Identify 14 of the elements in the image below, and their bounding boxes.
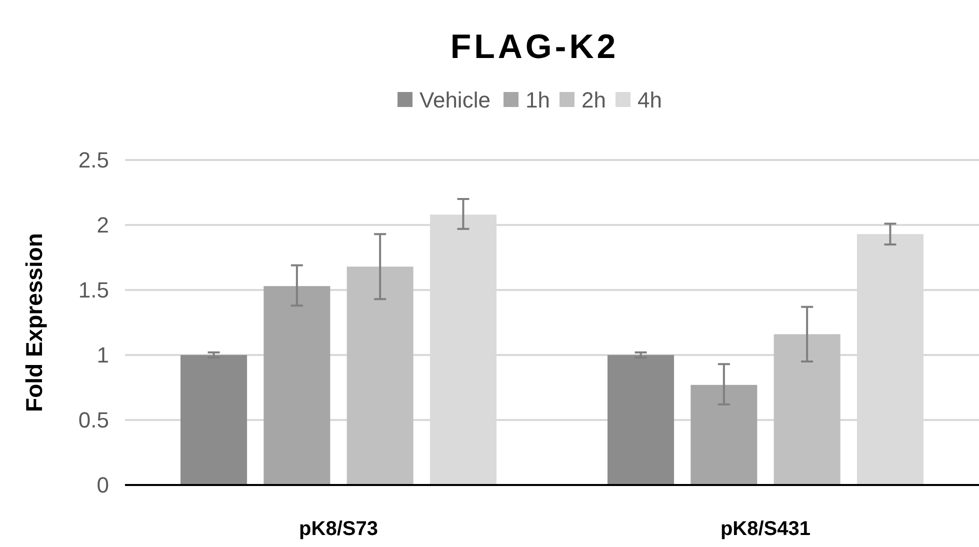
legend-label: 2h (582, 88, 606, 113)
legend-label: 1h (526, 88, 550, 113)
x-tick-label: pK8/S431 (720, 518, 811, 540)
legend-label: 4h (638, 88, 662, 113)
y-tick-label: 2 (96, 212, 109, 238)
y-tick-label: 1 (96, 342, 109, 368)
x-tick-label: pK8/S73 (299, 518, 378, 540)
legend-label: Vehicle (420, 88, 490, 113)
y-tick-label: 1.5 (78, 278, 109, 303)
chart-title: FLAG-K2 (450, 28, 619, 66)
y-tick-label: 0.5 (78, 408, 109, 433)
y-tick-label: 2.5 (78, 148, 109, 173)
y-axis-title: Fold Expression (21, 233, 47, 412)
y-tick-label: 0 (96, 472, 109, 498)
